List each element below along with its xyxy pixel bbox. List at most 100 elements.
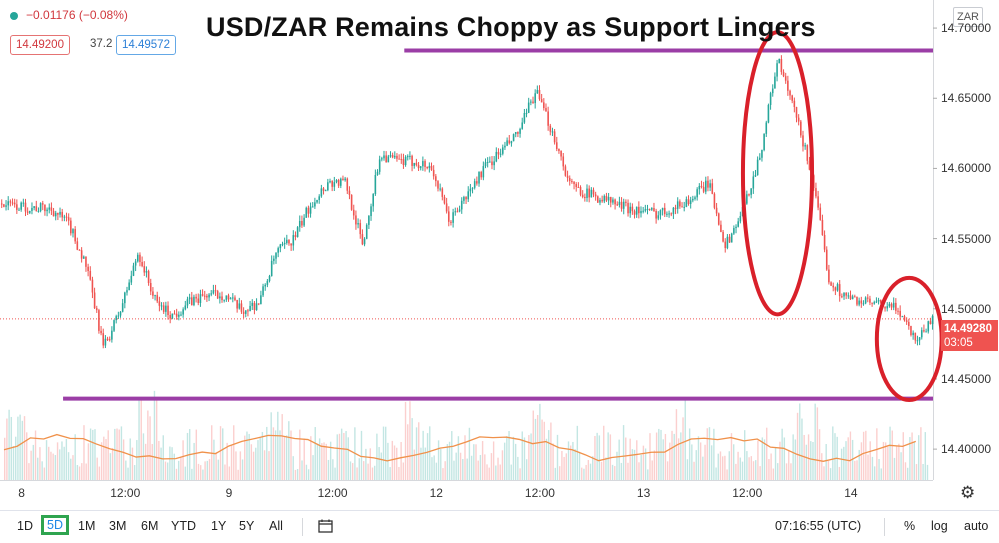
candle-body xyxy=(899,310,901,317)
volume-bar xyxy=(118,429,120,480)
auto-toggle[interactable]: auto xyxy=(964,519,989,533)
range-button-ytd[interactable]: YTD xyxy=(171,519,196,533)
volume-bar xyxy=(508,430,510,480)
range-button-6m[interactable]: 6M xyxy=(141,519,159,533)
bottom-toolbar xyxy=(0,510,999,543)
candle-body xyxy=(782,71,785,77)
volume-bar xyxy=(561,450,563,480)
candle-body xyxy=(72,229,74,234)
candle-body xyxy=(184,305,187,310)
volume-bar xyxy=(481,441,484,480)
price-chart[interactable] xyxy=(0,0,999,510)
candle-body xyxy=(98,310,100,331)
candle-body xyxy=(292,235,295,246)
volume-bar xyxy=(422,430,424,480)
gear-icon[interactable]: ⚙ xyxy=(960,483,976,502)
volume-bar xyxy=(98,466,101,480)
volume-bar xyxy=(294,469,297,480)
market-status-icon xyxy=(10,11,18,20)
candle-body xyxy=(311,206,314,208)
utc-clock[interactable]: 07:16:55 (UTC) xyxy=(775,519,862,533)
candle-body xyxy=(698,185,701,190)
candle-body xyxy=(758,157,761,160)
candle-body xyxy=(337,180,340,186)
volume-bar xyxy=(777,463,779,480)
range-button-1m[interactable]: 1M xyxy=(78,519,96,533)
volume-bar xyxy=(596,432,598,480)
volume-bar xyxy=(74,434,76,480)
candle-body xyxy=(620,201,623,209)
volume-bar xyxy=(162,435,164,480)
currency-label[interactable]: ZAR xyxy=(953,7,983,27)
volume-bar xyxy=(12,446,15,480)
x-tick-label: 12:00 xyxy=(732,486,763,500)
candle-body xyxy=(553,131,556,143)
candle-body xyxy=(704,180,707,192)
candle-body xyxy=(35,206,38,212)
candle-body xyxy=(605,195,608,201)
volume-bar xyxy=(59,449,61,480)
candle-body xyxy=(126,290,128,293)
candle-body xyxy=(653,208,655,211)
candle-body xyxy=(152,291,154,296)
candle-body xyxy=(717,213,720,225)
candle-body xyxy=(419,166,422,169)
volume-bar xyxy=(301,460,303,480)
volume-bar xyxy=(367,463,369,480)
volume-bar xyxy=(565,453,568,480)
volume-bar xyxy=(563,456,565,480)
candle-body xyxy=(916,340,919,342)
candle-body xyxy=(534,93,536,104)
candle-body xyxy=(428,165,431,169)
candle-body xyxy=(560,150,562,157)
candle-body xyxy=(895,302,897,311)
volume-bar xyxy=(860,442,863,480)
candle-body xyxy=(495,151,498,162)
ask-price[interactable]: 14.49572 xyxy=(116,35,176,55)
candle-body xyxy=(147,271,150,284)
volume-bar xyxy=(312,455,314,480)
range-button-5d[interactable]: 5D xyxy=(41,515,69,535)
volume-bar xyxy=(325,443,327,480)
volume-bar xyxy=(89,428,92,480)
log-toggle[interactable]: log xyxy=(931,519,948,533)
volume-bar xyxy=(658,428,660,480)
volume-bar xyxy=(739,457,741,480)
volume-bar xyxy=(83,425,85,480)
candle-body xyxy=(106,338,109,340)
bid-price[interactable]: 14.49200 xyxy=(10,35,70,55)
volume-bar xyxy=(138,400,140,480)
candle-body xyxy=(862,303,865,305)
range-button-1d[interactable]: 1D xyxy=(17,519,33,533)
range-button-1y[interactable]: 1Y xyxy=(211,519,227,533)
volume-bar xyxy=(466,458,468,480)
candle-body xyxy=(46,209,48,212)
volume-bar xyxy=(840,448,843,480)
volume-bar xyxy=(314,427,316,480)
candle-body xyxy=(361,234,364,245)
candle-body xyxy=(268,275,271,281)
volume-bar xyxy=(94,429,96,480)
candle-body xyxy=(435,176,437,182)
volume-bar xyxy=(166,462,169,480)
volume-bar xyxy=(78,466,81,480)
volume-bar xyxy=(858,449,860,480)
chart-title: USD/ZAR Remains Choppy as Support Linger… xyxy=(206,12,816,42)
range-button-5y[interactable]: 5Y xyxy=(239,519,255,533)
calendar-icon[interactable] xyxy=(318,519,334,533)
volume-bar xyxy=(631,449,634,480)
candle-body xyxy=(886,306,889,309)
volume-bar xyxy=(431,457,433,480)
range-button-3m[interactable]: 3M xyxy=(109,519,127,533)
percent-toggle[interactable]: % xyxy=(904,519,916,533)
candle-body xyxy=(171,313,174,319)
volume-bar xyxy=(514,443,517,480)
volume-bar xyxy=(882,441,885,480)
candle-body xyxy=(201,294,204,296)
range-button-all[interactable]: All xyxy=(269,519,283,533)
candle-body xyxy=(927,321,930,332)
candle-body xyxy=(555,142,558,149)
volume-bar xyxy=(906,467,909,480)
volume-bar xyxy=(849,431,852,480)
volume-bar xyxy=(534,418,537,480)
